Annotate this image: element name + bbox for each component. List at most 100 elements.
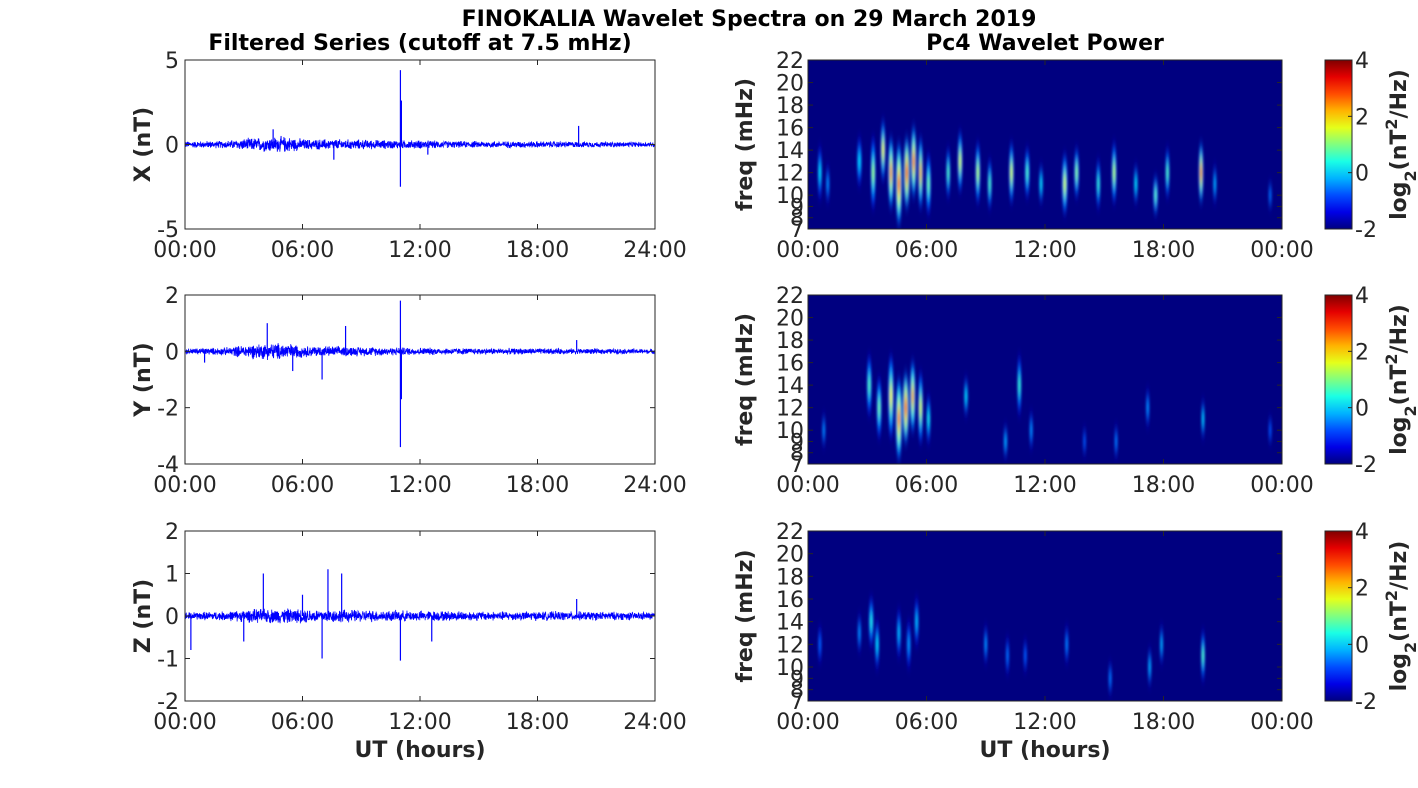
- x-tick-label: 00:00: [1250, 710, 1313, 735]
- power-streak: [1213, 179, 1217, 189]
- x-tick-label: 12:00: [1013, 473, 1076, 498]
- y-tick-label: 18: [776, 565, 804, 590]
- y-tick-label: 9: [790, 195, 804, 220]
- y-axis-label: Z (nT): [131, 579, 156, 653]
- y-tick-label: 18: [776, 329, 804, 354]
- x-tick-label: 00:00: [153, 710, 216, 735]
- power-streak: [1114, 437, 1118, 445]
- colorbar-tick-label: 0: [1355, 162, 1369, 187]
- x-tick-label: 00:00: [776, 473, 839, 498]
- y-tick-label: 0: [165, 134, 179, 159]
- colorbar-tick-label: -2: [1355, 453, 1377, 478]
- x-tick-label: 18:00: [506, 710, 569, 735]
- x-tick-label: 06:00: [895, 473, 958, 498]
- power-streak: [869, 616, 873, 628]
- y-tick-label: 7: [790, 218, 804, 243]
- y-tick-label: 22: [776, 284, 804, 309]
- y-tick-label: 10: [776, 656, 804, 681]
- y-tick-label: 0: [165, 340, 179, 365]
- power-streak: [881, 143, 885, 158]
- y-tick-label: 9: [790, 667, 804, 692]
- colorbar-tick-label: 4: [1355, 49, 1369, 74]
- y-tick-label: -1: [157, 648, 179, 673]
- power-streak: [1268, 427, 1272, 434]
- power-streak: [919, 164, 923, 182]
- colorbar-tick-label: 4: [1355, 520, 1369, 545]
- colorbar-tick-label: 2: [1355, 105, 1369, 130]
- power-streak: [897, 627, 901, 639]
- y-tick-label: 12: [776, 397, 804, 422]
- y-tick-label: 1: [165, 563, 179, 588]
- heatmap-background: [808, 60, 1282, 229]
- y-tick-label: -5: [157, 218, 179, 243]
- x-tick-label: 06:00: [895, 238, 958, 263]
- y-tick-label: -2: [157, 397, 179, 422]
- colorbar-label: log2(nT2/Hz): [1382, 304, 1418, 455]
- heatmap-cells: [817, 121, 1272, 224]
- x-tick-label: 12:00: [388, 710, 451, 735]
- right-xlabel: UT (hours): [979, 738, 1110, 763]
- y-tick-label: 22: [776, 520, 804, 545]
- power-streak: [1268, 192, 1272, 199]
- colorbar: [1324, 294, 1353, 465]
- power-streak: [1201, 414, 1205, 424]
- colorbar-tick-label: 0: [1355, 633, 1369, 658]
- power-streak: [926, 176, 930, 191]
- power-streak: [958, 154, 962, 169]
- colorbar-tick-label: 2: [1355, 577, 1369, 602]
- y-tick-label: 14: [776, 611, 804, 636]
- power-streak: [877, 400, 881, 415]
- power-streak: [1201, 650, 1205, 662]
- power-streak: [1005, 651, 1009, 660]
- power-streak: [1025, 167, 1029, 179]
- power-streak: [912, 152, 916, 170]
- power-streak: [1083, 438, 1086, 445]
- x-tick-label: 24:00: [623, 473, 686, 498]
- y-tick-label: 10: [776, 184, 804, 209]
- y-axis-label: Y (nT): [131, 342, 156, 417]
- x-tick-label: 24:00: [623, 238, 686, 263]
- y-tick-label: 5: [165, 49, 179, 74]
- y-tick-label: 2: [165, 284, 179, 309]
- power-streak: [911, 387, 915, 405]
- power-streak: [867, 378, 871, 393]
- power-streak: [1075, 167, 1079, 179]
- power-streak: [1199, 165, 1203, 180]
- x-tick-label: 18:00: [506, 473, 569, 498]
- y-axis-label: freq (mHz): [733, 550, 758, 683]
- power-streak: [897, 409, 901, 429]
- power-streak: [1134, 179, 1138, 189]
- y-tick-label: 22: [776, 49, 804, 74]
- x-tick-label: 18:00: [1132, 710, 1195, 735]
- power-streak: [1160, 640, 1164, 649]
- figure-title: FINOKALIA Wavelet Spectra on 29 March 20…: [462, 7, 1037, 32]
- x-tick-label: 12:00: [388, 473, 451, 498]
- power-streak: [1165, 167, 1169, 179]
- y-tick-label: 16: [776, 588, 804, 613]
- power-streak: [1146, 403, 1150, 412]
- power-streak: [1004, 437, 1007, 445]
- plot-area: [185, 295, 655, 464]
- x-tick-label: 00:00: [776, 710, 839, 735]
- power-streak: [1065, 640, 1069, 649]
- colorbar-tick-label: 2: [1355, 340, 1369, 365]
- power-streak: [964, 392, 968, 401]
- y-tick-label: 20: [776, 307, 804, 332]
- x-tick-label: 18:00: [1132, 238, 1195, 263]
- x-tick-label: 18:00: [506, 238, 569, 263]
- x-tick-label: 24:00: [623, 710, 686, 735]
- right-column-title: Pc4 Wavelet Power: [926, 31, 1164, 56]
- heatmap-background: [808, 295, 1282, 464]
- heatmap-background: [808, 531, 1282, 701]
- power-streak: [857, 628, 861, 638]
- y-tick-label: 2: [165, 520, 179, 545]
- power-streak: [946, 167, 950, 179]
- y-tick-label: 8: [790, 207, 804, 232]
- x-tick-label: 00:00: [153, 473, 216, 498]
- power-streak: [984, 640, 988, 649]
- power-streak: [889, 386, 893, 407]
- power-streak: [889, 164, 893, 182]
- x-tick-label: 00:00: [1250, 473, 1313, 498]
- y-tick-label: 8: [790, 442, 804, 467]
